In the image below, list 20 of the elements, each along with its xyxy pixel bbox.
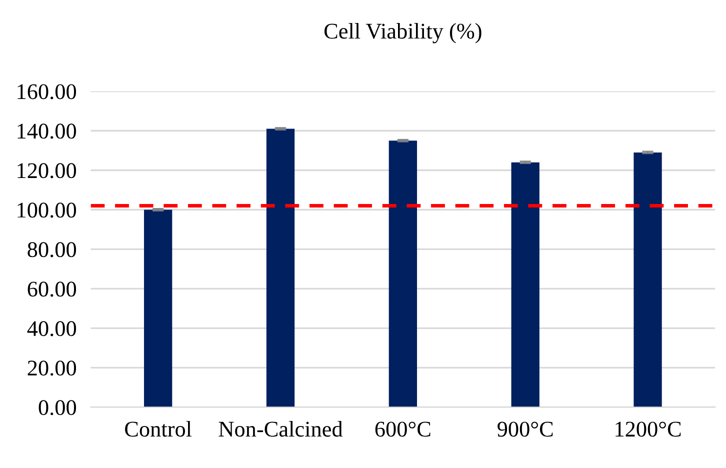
- y-tick-label: 80.00: [28, 242, 76, 258]
- x-tick-label: 900°C: [498, 422, 553, 437]
- bar: [511, 162, 540, 408]
- y-tick-label: 0.00: [38, 400, 76, 416]
- x-tick-label: Non-Calcined: [218, 421, 343, 437]
- x-tick-label: 600°C: [375, 422, 430, 437]
- y-tick-label: 120.00: [18, 163, 76, 178]
- bar: [634, 152, 662, 408]
- y-tick-label: 40.00: [27, 321, 76, 336]
- x-tick-label: 1200°C: [616, 422, 681, 437]
- y-tick-label: 20.00: [28, 360, 76, 376]
- y-tick-label: 60.00: [28, 282, 76, 297]
- y-tick-label: 140.00: [18, 124, 76, 139]
- y-tick-label: 160.00: [18, 84, 76, 100]
- bar: [266, 128, 295, 408]
- bar: [388, 140, 418, 408]
- chart-title: Cell Viability (%): [324, 23, 482, 44]
- x-tick-label: Control: [125, 421, 192, 437]
- y-tick-label: 100.00: [18, 202, 76, 218]
- bar: [144, 210, 172, 408]
